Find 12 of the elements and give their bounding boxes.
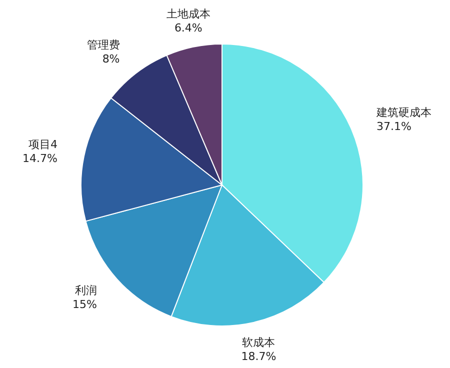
data-label: 15% [72, 298, 97, 312]
slice-label: 建筑硬成本 [375, 106, 432, 119]
slice-label: 土地成本 [166, 7, 210, 20]
slice-label: 利润 [74, 284, 97, 298]
slice-label: 项目4 [28, 138, 58, 152]
data-label: 18.7% [241, 350, 276, 363]
data-label: 37.1% [376, 120, 412, 133]
data-label: 14.7% [22, 152, 58, 166]
data-label: 8% [102, 52, 120, 66]
slice-label: 软成本 [242, 336, 276, 349]
data-label: 6.4% [174, 21, 202, 34]
slice-label: 管理费 [86, 38, 120, 52]
